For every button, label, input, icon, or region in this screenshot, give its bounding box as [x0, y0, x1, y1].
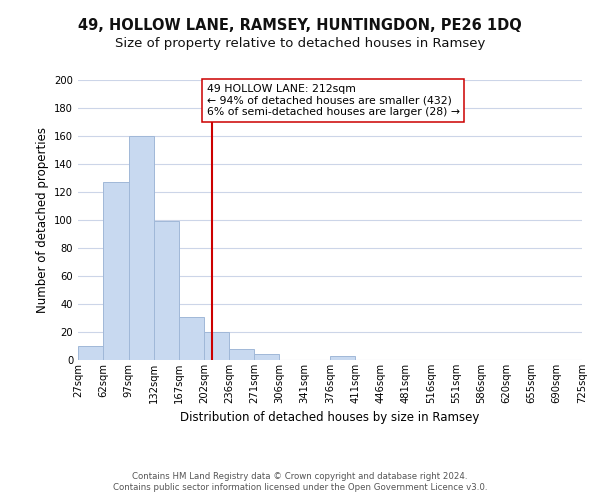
Bar [78, 346, 103, 360]
X-axis label: Distribution of detached houses by size in Ramsey: Distribution of detached houses by size … [181, 412, 479, 424]
Bar [205, 332, 229, 360]
Text: Contains HM Land Registry data © Crown copyright and database right 2024.: Contains HM Land Registry data © Crown c… [132, 472, 468, 481]
Bar [179, 316, 205, 360]
Y-axis label: Number of detached properties: Number of detached properties [35, 127, 49, 313]
Text: Contains public sector information licensed under the Open Government Licence v3: Contains public sector information licen… [113, 484, 487, 492]
Text: Size of property relative to detached houses in Ramsey: Size of property relative to detached ho… [115, 38, 485, 51]
Bar [330, 356, 355, 360]
Bar [103, 182, 128, 360]
Bar [229, 349, 254, 360]
Text: 49, HOLLOW LANE, RAMSEY, HUNTINGDON, PE26 1DQ: 49, HOLLOW LANE, RAMSEY, HUNTINGDON, PE2… [78, 18, 522, 32]
Bar [254, 354, 280, 360]
Bar [154, 222, 179, 360]
Text: 49 HOLLOW LANE: 212sqm
← 94% of detached houses are smaller (432)
6% of semi-det: 49 HOLLOW LANE: 212sqm ← 94% of detached… [206, 84, 460, 117]
Bar [128, 136, 154, 360]
